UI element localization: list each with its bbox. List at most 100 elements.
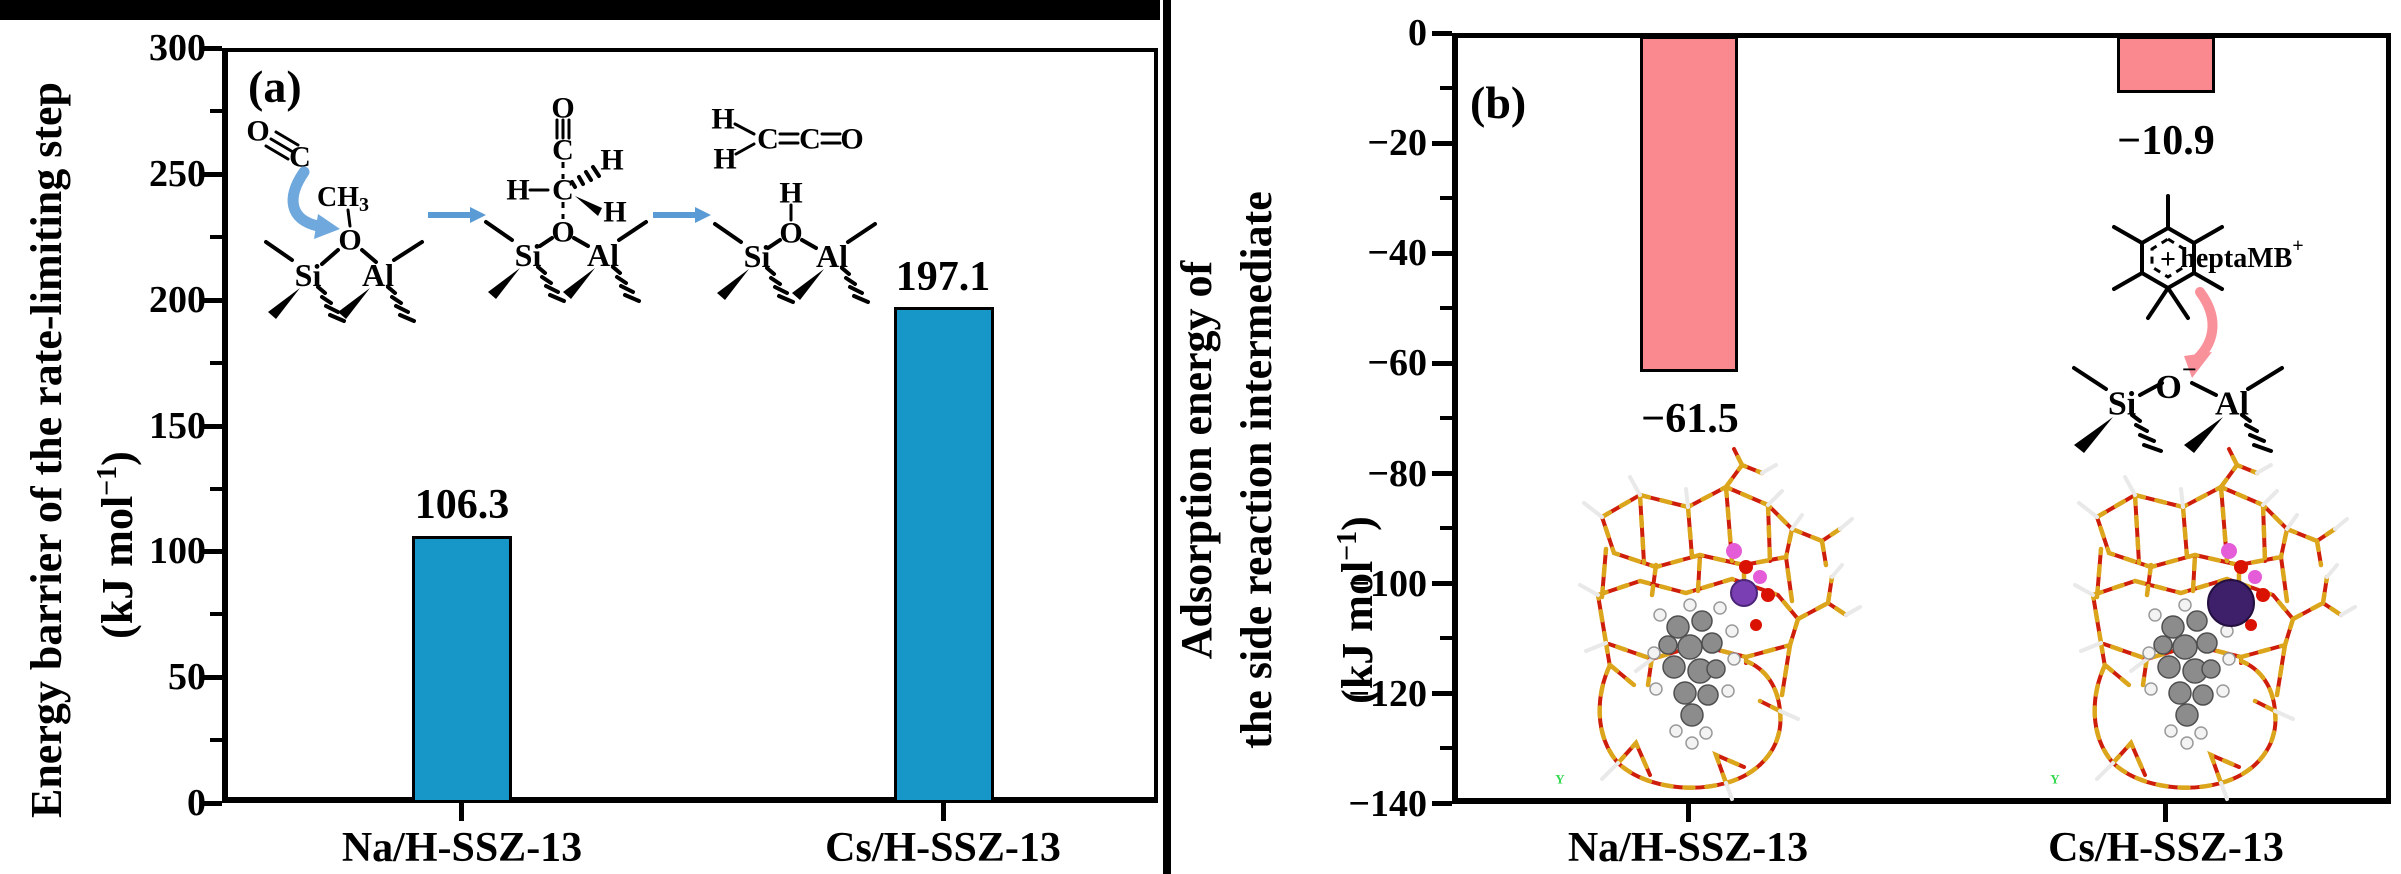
atom-O: O (246, 115, 269, 148)
ring-plus-charge: + (2160, 245, 2176, 276)
y-tick-mark (1432, 251, 1452, 256)
bar-b-na (1640, 36, 1738, 372)
y-tick-mark (1432, 141, 1452, 146)
bar-b-na-value: −61.5 (1641, 396, 1739, 442)
y-tick-mark (202, 801, 222, 806)
panel-b-tag: (b) (1470, 77, 1527, 128)
atom-H: H (779, 177, 802, 210)
panel-a-ytick-200: 200 (149, 279, 206, 321)
cs-cation-ball (2207, 579, 2255, 627)
na-cation-ball (1730, 579, 1758, 607)
atom-O: O (338, 224, 361, 257)
panel-a-tag: (a) (248, 61, 302, 112)
panel-b-ytick-20: −20 (1367, 122, 1427, 164)
atom-C: C (552, 134, 574, 167)
unit-superscript: −1 (1332, 530, 1363, 561)
zeolite-structure-cs (2035, 445, 2355, 795)
y-tick-mark (1432, 31, 1452, 36)
bar-a-cs (894, 307, 994, 803)
panel-b-ytick-100: −100 (1348, 563, 1427, 605)
y-tick-mark (1432, 471, 1452, 476)
bar-a-cs-value: 197.1 (895, 254, 991, 300)
pink-curved-arrow (2193, 287, 2218, 363)
panel-a-ytick-150: 150 (149, 405, 206, 447)
panel-a-xlabel-cs: Cs/H-SSZ-13 (825, 825, 1061, 871)
panel-a-ytick-250: 250 (149, 153, 206, 195)
unit-suffix: ) (1333, 516, 1382, 531)
atom-H: H (713, 143, 736, 176)
atom-H: H (603, 196, 626, 229)
y-minor-tick (210, 235, 222, 239)
atom-H: H (600, 144, 623, 177)
y-tick-mark (1432, 361, 1452, 366)
y-tick-mark (202, 424, 222, 429)
panel-b-y-title-1: Adsorption energy of (1172, 260, 1221, 660)
panel-a-y-title-text: Energy barrier of the rate-limiting step (22, 82, 71, 819)
y-minor-tick (1440, 306, 1452, 310)
y-tick-mark (1432, 691, 1452, 696)
x-tick-mark (1686, 804, 1691, 822)
y-minor-tick (210, 612, 222, 616)
curved-blue-arrowhead (314, 214, 340, 239)
panel-a-ytick-100: 100 (149, 530, 206, 572)
y-minor-tick (210, 738, 222, 742)
zeolite-structure-na: Y (1540, 445, 1860, 795)
panel-b-ytick-80: −80 (1367, 453, 1427, 495)
atom-C: C (289, 141, 311, 174)
panel-a-plot-area (222, 48, 1158, 803)
atom-H: H (506, 174, 529, 207)
atom-C: C (552, 174, 574, 207)
x-tick-mark (459, 803, 464, 821)
atom-O: O (551, 216, 574, 249)
y-minor-tick (1440, 86, 1452, 90)
y-minor-tick (1440, 526, 1452, 530)
y-minor-tick (210, 361, 222, 365)
heptamb-inset: + heptaMB+ O− Si Al (2072, 194, 2304, 453)
atom-CH3: CH3 (317, 182, 369, 217)
unit-superscript: −1 (92, 465, 123, 496)
panel-b-ytick-40: −40 (1367, 232, 1427, 274)
panel-b-ytick-140: −140 (1348, 783, 1427, 825)
panel-a-xlabel-na: Na/H-SSZ-13 (341, 825, 583, 871)
atom-O: O (840, 123, 863, 156)
y-minor-tick (1440, 416, 1452, 420)
curved-blue-arrow (287, 166, 324, 232)
panel-a-y-axis-unit: (kJ mol−1) (80, 95, 142, 874)
y-tick-mark (202, 675, 222, 680)
atom-O: O (779, 217, 802, 250)
panel-b-xlabel-cs: Cs/H-SSZ-13 (2048, 825, 2284, 871)
y-minor-tick (1440, 746, 1452, 750)
panel-a-ytick-0: 0 (187, 782, 206, 824)
panel-b-ytick-120: −120 (1348, 673, 1427, 715)
x-tick-mark (941, 803, 946, 821)
y-tick-mark (202, 172, 222, 177)
bar-b-cs-value: −10.9 (2117, 118, 2215, 164)
bar-a-na-value: 106.3 (414, 482, 510, 528)
y-tick-mark (1432, 801, 1452, 806)
panel-a-y-axis-title: Energy barrier of the rate-limiting step (19, 0, 75, 874)
atom-C: C (757, 123, 779, 156)
y-tick-mark (1432, 581, 1452, 586)
panel-b-y-axis-title-line1: Adsorption energy of (1169, 10, 1225, 874)
y-tick-mark (202, 549, 222, 554)
panel-divider (1163, 0, 1171, 874)
panel-b-xlabel-na: Na/H-SSZ-13 (1567, 825, 1809, 871)
atom-O: O (551, 92, 574, 125)
panel-b-ytick-0: 0 (1408, 12, 1427, 54)
atom-C: C (799, 123, 821, 156)
reaction-arrow-1-head (470, 207, 486, 223)
y-minor-tick (210, 109, 222, 113)
atom-H: H (711, 103, 734, 136)
aromatic-dashes (2150, 237, 2186, 279)
reaction-scheme-inset: O C CH3 O Si Al O C C H H H (246, 92, 877, 323)
y-tick-mark (202, 46, 222, 51)
panel-b-ytick-60: −60 (1367, 342, 1427, 384)
panel-a-ytick-50: 50 (168, 656, 206, 698)
panel-b-plot-area (1452, 33, 2391, 804)
panel-a-ytick-300: 300 (149, 27, 206, 69)
y-minor-tick (1440, 196, 1452, 200)
pink-curved-arrowhead (2184, 352, 2212, 378)
y-minor-tick (1440, 636, 1452, 640)
heptamb-label: heptaMB+ (2180, 235, 2303, 274)
